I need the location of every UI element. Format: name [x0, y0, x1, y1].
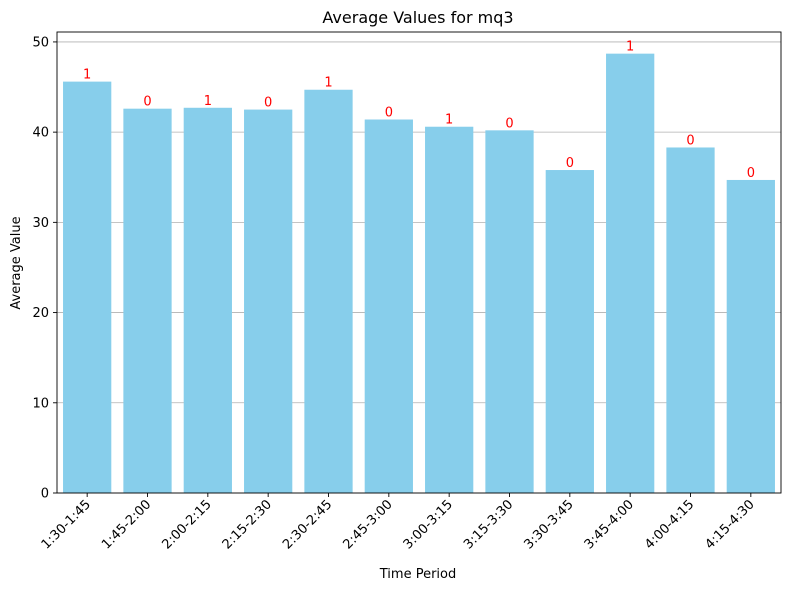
bar-0 [63, 81, 112, 493]
x-tick-label-5: 2:45-3:00 [340, 497, 395, 552]
bar-2 [183, 107, 232, 493]
x-axis-label: Time Period [379, 567, 456, 582]
bar-3 [244, 109, 293, 493]
bar-9 [606, 53, 655, 493]
x-tick-label-6: 3:00-3:15 [401, 497, 456, 552]
bar-label-0: 1 [83, 68, 91, 83]
y-tick-label-0: 0 [41, 487, 49, 502]
bar-label-10: 0 [686, 133, 694, 148]
bar-label-4: 1 [324, 76, 332, 91]
y-tick-label-2: 20 [32, 306, 49, 321]
bar-label-3: 0 [264, 96, 272, 111]
x-tick-label-1: 1:45-2:00 [99, 497, 154, 552]
y-tick-label-3: 30 [32, 216, 49, 231]
plot-frame [56, 31, 782, 494]
x-tick-label-4: 2:30-2:45 [280, 497, 335, 552]
y-tick-label-1: 10 [32, 396, 49, 411]
chart-title: Average Values for mq3 [322, 8, 513, 27]
x-tick-label-11: 4:15-4:30 [702, 497, 757, 552]
x-tick-label-8: 3:30-3:45 [521, 497, 576, 552]
x-tick-label-7: 3:15-3:30 [461, 497, 516, 552]
bar-6 [425, 126, 474, 494]
y-tick-label-4: 40 [32, 126, 49, 141]
bar-10 [666, 147, 715, 494]
x-tick-label-9: 3:45-4:00 [582, 497, 637, 552]
bar-4 [304, 89, 353, 494]
x-tick-label-3: 2:15-2:30 [220, 497, 275, 552]
x-tick-label-10: 4:00-4:15 [642, 497, 697, 552]
bar-8 [545, 170, 594, 493]
bar-7 [485, 130, 534, 493]
x-tick-label-0: 1:30-1:45 [39, 497, 94, 552]
bar-label-7: 0 [505, 116, 513, 131]
bar-label-6: 1 [445, 113, 453, 128]
y-tick-label-5: 50 [32, 35, 49, 50]
bar-5 [364, 119, 413, 494]
bar-label-8: 0 [566, 156, 574, 171]
x-tick-label-2: 2:00-2:15 [159, 497, 214, 552]
bar-label-11: 0 [747, 166, 755, 181]
bar-value-labels: 1 0 1 0 1 0 1 0 0 1 0 0 [83, 40, 755, 181]
bar-11 [726, 179, 775, 493]
bar-label-9: 1 [626, 40, 634, 55]
bars [63, 53, 775, 494]
y-axis-label: Average Value [9, 216, 24, 309]
bar-label-2: 1 [204, 94, 212, 109]
bar-1 [123, 108, 172, 493]
bar-label-1: 0 [143, 95, 151, 110]
bar-label-5: 0 [385, 106, 393, 121]
